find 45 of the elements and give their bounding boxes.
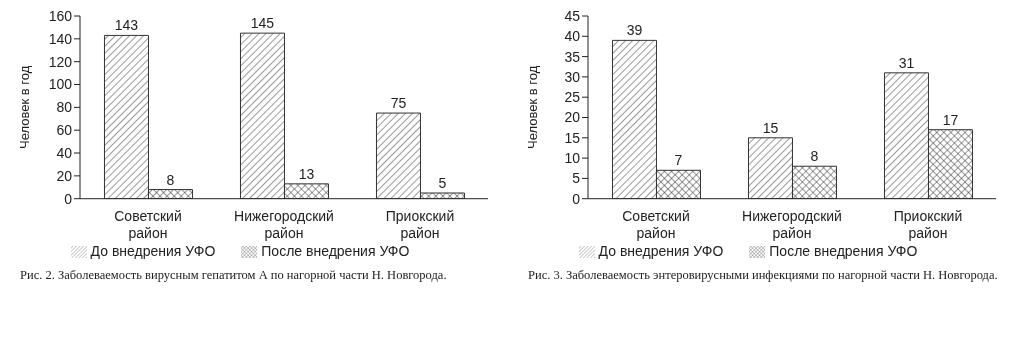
legend-label: До внедрения УФО	[598, 242, 724, 259]
y-tick-label: 45	[564, 7, 581, 24]
data-label: 75	[390, 95, 407, 112]
y-tick-label: 10	[564, 150, 581, 167]
y-tick-label: 0	[64, 190, 73, 207]
data-label: 143	[114, 17, 139, 34]
data-label: 39	[626, 22, 643, 39]
x-tick-label: Советский район	[622, 207, 690, 241]
y-axis-title: Человек в год	[16, 65, 32, 149]
x-tick-label: Советский район	[114, 207, 182, 241]
y-tick-label: 20	[56, 167, 73, 184]
y-tick-label: 40	[56, 145, 73, 161]
data-label: 8	[810, 148, 819, 165]
y-tick-label: 120	[48, 53, 73, 70]
y-tick-label: 0	[572, 190, 581, 207]
data-label: 15	[762, 119, 779, 136]
y-tick-label: 15	[564, 129, 581, 146]
data-label: 5	[438, 174, 447, 191]
text: Рис. 2. Заболеваемость вирусным гепатитом А по нагорной части Н. Новгорода.	[19, 268, 448, 284]
data-label: 17	[942, 111, 959, 128]
y-tick-label: 100	[48, 76, 73, 93]
data-label: 8	[166, 171, 175, 188]
legend-label: До внедрения УФО	[90, 242, 216, 259]
x-tick-label: Нижегородский район	[234, 207, 334, 241]
x-tick-label: Приокский район	[385, 207, 455, 241]
y-axis-title: Человек в год	[524, 65, 540, 149]
y-tick-label: 160	[48, 7, 73, 24]
data-label: 7	[674, 152, 683, 169]
y-tick-label: 5	[572, 170, 581, 187]
y-tick-label: 80	[56, 99, 73, 116]
x-tick-label: Нижегородский район	[742, 207, 842, 241]
legend-label: После внедрения УФО	[769, 242, 918, 259]
data-label: 13	[298, 165, 315, 182]
y-tick-label: 35	[564, 48, 581, 65]
y-tick-label: 140	[48, 30, 73, 47]
y-tick-label: 20	[564, 109, 581, 126]
x-tick-label: Приокский район	[893, 207, 963, 241]
text: Рис. 3. Заболеваемость энтеровирусными инфекциями по нагорной части Н. Новгорода.	[527, 268, 999, 284]
y-tick-label: 40	[564, 28, 581, 45]
data-label: 145	[250, 15, 275, 32]
y-tick-label: 25	[564, 89, 581, 106]
y-tick-label: 60	[56, 122, 73, 139]
legend-label: После внедрения УФО	[261, 242, 410, 259]
y-tick-label: 30	[564, 68, 581, 85]
data-label: 31	[898, 54, 915, 71]
